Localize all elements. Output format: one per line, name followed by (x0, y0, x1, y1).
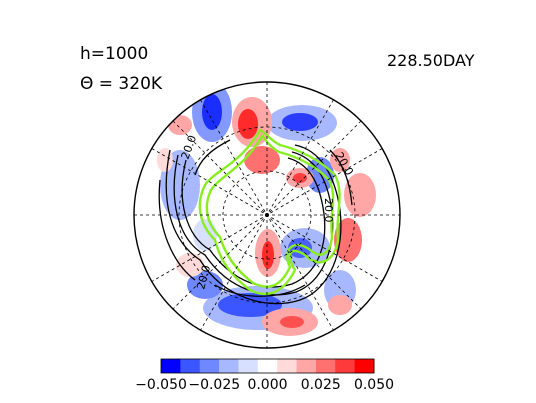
colorbar-tick-label: −0.025 (188, 377, 240, 393)
positive-anomaly (262, 241, 274, 269)
map-boundary (133, 81, 401, 349)
colorbar: −0.050 −0.025 0.000 0.025 0.050 (135, 358, 394, 393)
positive-anomaly (244, 146, 280, 174)
pole-marker (265, 213, 269, 217)
positive-anomaly (280, 316, 304, 328)
colorbar-swatch (238, 359, 259, 373)
positive-anomaly (293, 173, 307, 183)
negative-anomaly (202, 94, 222, 130)
positive-anomaly (238, 109, 258, 139)
colorbar-swatch (180, 359, 201, 373)
positive-anomaly (330, 148, 350, 172)
positive-anomaly (168, 115, 192, 135)
colorbar-swatch (277, 359, 298, 373)
positive-anomaly (328, 295, 352, 315)
contour-lines (158, 139, 353, 305)
colorbar-tick-label: −0.050 (135, 377, 187, 393)
time-label: 228.50DAY (387, 51, 475, 70)
colorbar-swatch (315, 359, 336, 373)
highlight-contour (198, 128, 341, 296)
contour-label: 20.0 (179, 134, 200, 161)
colorbar-swatch (257, 359, 278, 373)
theta-label: Θ = 320K (80, 74, 163, 94)
colorbar-swatch (199, 359, 220, 373)
positive-anomaly (157, 148, 173, 172)
negative-anomaly (218, 293, 282, 317)
colorbar-swatch (335, 359, 356, 373)
colorbar-tick-label: 0.000 (247, 377, 287, 393)
negative-anomaly (282, 113, 318, 131)
h-label: h=1000 (80, 44, 149, 64)
contour-label: 20.0 (194, 264, 213, 291)
contour-label: 20.0 (322, 198, 335, 223)
colorbar-tick-label: 0.025 (301, 377, 341, 393)
positive-anomaly (176, 253, 204, 277)
colorbar-tick-label: 0.050 (354, 377, 394, 393)
positive-anomaly (344, 173, 376, 217)
colorbar-swatch (161, 359, 181, 373)
negative-anomaly (288, 238, 312, 258)
colorbar-swatch (354, 359, 375, 373)
field-layer (134, 82, 400, 348)
colorbar-swatch (296, 359, 317, 373)
colorbar-swatch (219, 359, 239, 373)
